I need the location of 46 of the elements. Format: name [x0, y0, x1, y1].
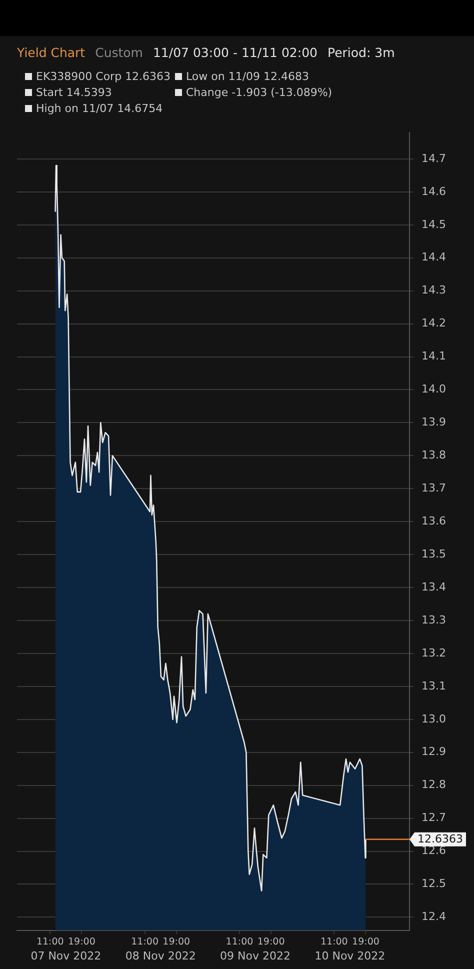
y-tick-label: 14.2 — [422, 316, 446, 330]
chart-subtitle: Custom — [95, 45, 143, 60]
ref-line-label: 12.6363 — [418, 832, 464, 846]
x-tick-label: 19:00 — [352, 936, 380, 948]
y-tick-label: 12.6 — [422, 844, 446, 858]
y-tick-label: 12.4 — [422, 910, 446, 924]
x-tick-label: 11:00 — [320, 936, 348, 948]
text: EK338900 Corp 12.6363 — [36, 70, 171, 82]
y-tick-label: 12.9 — [422, 745, 446, 758]
y-tick-label: 13.6 — [422, 514, 446, 528]
text: 11/07 03:00 - 11/11 02:00 — [152, 45, 318, 60]
chart-title: Yield Chart — [17, 45, 86, 60]
y-tick-label: 14.5 — [422, 218, 446, 231]
y-tick-label: 14.6 — [422, 184, 446, 198]
y-tick-label: 14.0 — [422, 382, 446, 396]
text: Low on 11/09 12.4683 — [186, 70, 310, 82]
y-tick-label: 13.8 — [422, 448, 446, 462]
y-tick-label: 12.5 — [422, 877, 446, 890]
y-tick-label: 13.3 — [422, 613, 446, 626]
y-tick-label: 14.7 — [422, 152, 446, 165]
text: Change -1.903 (-13.089%) — [186, 86, 332, 98]
x2-tick-label: 09 Nov 2022 — [220, 949, 290, 962]
y-tick-label: 13.1 — [422, 679, 446, 692]
text: Period: 3m — [327, 45, 395, 60]
x2-tick-label: 08 Nov 2022 — [125, 949, 196, 962]
y-tick-label: 12.8 — [422, 778, 446, 792]
y-tick-label: 13.4 — [422, 580, 446, 594]
y-tick-label: 14.1 — [422, 350, 446, 363]
x-tick-label: 11:00 — [131, 936, 159, 948]
x-tick-label: 19:00 — [68, 936, 96, 948]
text: High on 11/07 14.6754 — [36, 102, 163, 114]
text: Start 14.5393 — [36, 86, 112, 98]
y-tick-label: 13.2 — [422, 646, 446, 660]
y-tick-label: 13.5 — [422, 547, 446, 560]
x-tick-label: 19:00 — [257, 936, 285, 948]
y-tick-label: 13.7 — [422, 482, 446, 494]
x2-tick-label: 07 Nov 2022 — [30, 949, 102, 962]
y-tick-label: 13.9 — [422, 416, 446, 429]
x-tick-label: 11:00 — [226, 936, 254, 948]
y-tick-label: 13.0 — [422, 712, 446, 726]
y-tick-label: 14.4 — [422, 250, 446, 264]
y-tick-label: 14.3 — [422, 284, 446, 297]
y-tick-label: 12.7 — [422, 811, 446, 824]
x2-tick-label: 10 Nov 2022 — [314, 949, 386, 962]
x-tick-label: 19:00 — [162, 936, 190, 948]
x-tick-label: 11:00 — [36, 936, 64, 948]
